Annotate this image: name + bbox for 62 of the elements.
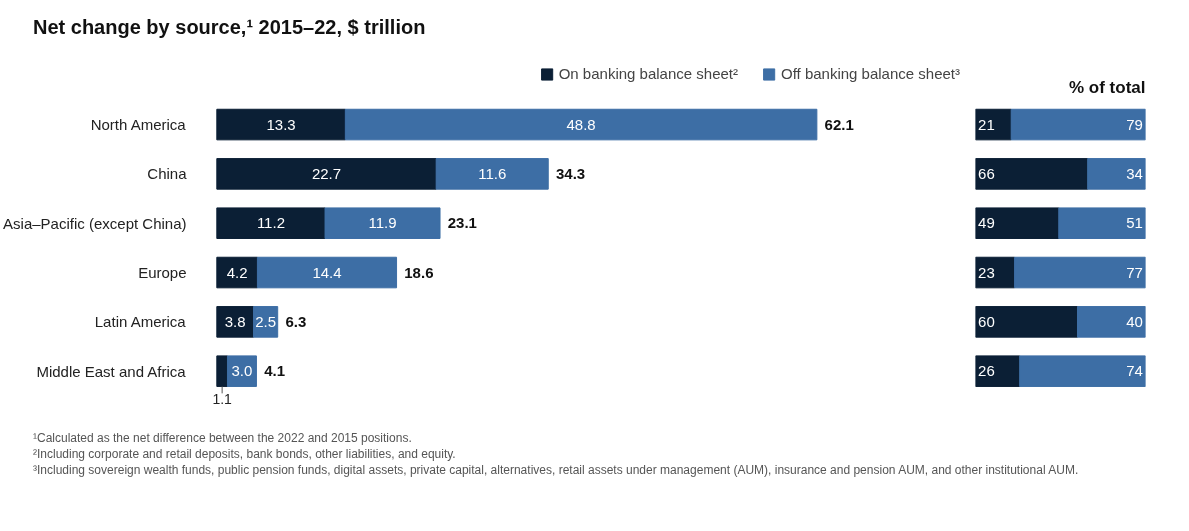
bar: [344, 108, 818, 141]
data-label: 11.6: [478, 164, 507, 182]
data-label: 11.2: [256, 214, 285, 232]
total-label: 18.6: [404, 263, 434, 281]
data-label: 22.7: [311, 164, 342, 182]
data-label: 2.5: [255, 312, 277, 330]
bar: [256, 256, 398, 289]
data-label: 26: [978, 362, 995, 380]
bar: [216, 355, 228, 387]
data-label: 74: [1126, 362, 1143, 380]
bar: [1058, 207, 1146, 239]
data-label: 14.4: [312, 263, 342, 281]
data-label: 48.8: [566, 115, 596, 133]
bar: [216, 108, 346, 141]
bar: [435, 158, 549, 190]
data-label: 40: [1126, 312, 1143, 330]
data-label: 49: [978, 214, 995, 232]
total-label: 4.1: [264, 362, 286, 380]
y-tick-label: China: [147, 165, 188, 183]
data-label: 1.1: [212, 390, 233, 407]
data-label: 34: [1126, 164, 1143, 182]
bar: [1010, 108, 1146, 141]
data-label: 60: [978, 312, 995, 330]
data-label: 13.3: [266, 115, 296, 133]
y-tick-label: Asia–Pacific (except China): [3, 214, 187, 232]
bar: [975, 207, 1060, 239]
y-tick-label: Middle East and Africa: [36, 362, 187, 380]
bar: [1019, 355, 1146, 387]
bar: [975, 355, 1021, 387]
data-label: 23: [978, 263, 995, 281]
data-label: 4.2: [226, 263, 248, 281]
y-tick-label: Latin America: [94, 313, 187, 331]
bar: [1087, 158, 1146, 190]
bar: [216, 207, 326, 239]
text: ¹Calculated as the net difference between the 2022 and 2015 positions.: [33, 431, 412, 445]
total-label: 34.3: [555, 164, 586, 182]
data-label: 77: [1126, 263, 1143, 281]
bar: [1014, 256, 1146, 289]
bar: [1077, 306, 1146, 338]
text: ²Including corporate and retail deposits, bank bonds, other liabilities, and equity.: [33, 447, 456, 462]
data-label: 3.0: [231, 362, 253, 380]
data-label: 51: [1126, 214, 1143, 232]
data-label: 21: [978, 115, 995, 133]
bar: [226, 355, 257, 387]
chart-title: % of total: [1069, 78, 1146, 98]
data-label: 11.9: [368, 214, 397, 232]
chart-title: Net change by source,¹ 2015–22, $ trillion: [32, 15, 426, 40]
total-label: 6.3: [285, 312, 307, 330]
total-label: 62.1: [824, 115, 854, 133]
bar: [216, 158, 437, 190]
data-label: 3.8: [224, 312, 246, 330]
legend-label: Off banking balance sheet³: [780, 65, 960, 82]
total-label: 23.1: [447, 214, 477, 232]
legend-label: On banking balance sheet²: [558, 65, 738, 82]
bar: [324, 207, 441, 239]
y-tick-label: Europe: [138, 264, 187, 282]
bar: [975, 158, 1089, 190]
data-label: 66: [978, 164, 995, 182]
y-tick-label: North America: [90, 116, 187, 134]
data-label: 79: [1126, 115, 1143, 133]
bar: [975, 306, 1078, 338]
text: ³Including sovereign wealth funds, public pension funds, digital assets, private capital, alternatives, retail assets under management (AUM), insurance and pension AUM, and other institutional AUM.: [33, 463, 1079, 478]
